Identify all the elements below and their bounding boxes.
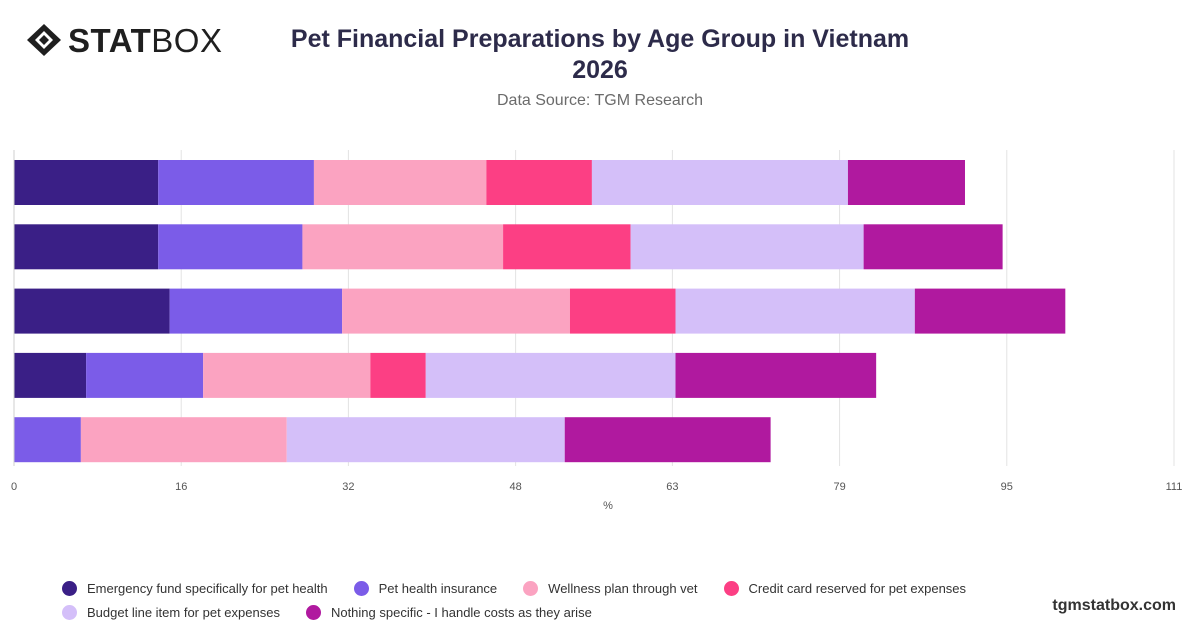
legend-marker-icon — [305, 604, 321, 620]
legend-label: Wellness plan through vet — [548, 580, 698, 596]
bar-segment — [302, 224, 504, 270]
bar-segment — [486, 160, 592, 205]
legend-item[interactable]: Pet health insurance — [353, 578, 498, 598]
legend-label: Nothing specific - I handle costs as the… — [330, 604, 592, 620]
logo-wordmark-bold: STAT — [68, 21, 152, 59]
bar-segment — [286, 417, 565, 463]
bar-segment — [169, 288, 343, 334]
logo-wordmark-light: BOX — [151, 21, 223, 59]
x-tick-label: 111 — [1166, 481, 1183, 493]
bar-segment — [86, 352, 204, 398]
bar-segment — [675, 352, 877, 398]
statbox-logo: STATBOX — [26, 22, 222, 58]
legend-marker-icon — [353, 580, 369, 596]
chart-bars — [14, 160, 1066, 463]
bar-segment — [630, 224, 864, 270]
bar-segment — [863, 224, 1003, 270]
x-tick-label: 63 — [666, 481, 678, 493]
legend-marker-icon — [62, 604, 77, 620]
x-tick-label: 79 — [833, 481, 845, 493]
footer-site: tgmstatbox.com — [1052, 597, 1176, 614]
legend-item[interactable]: Emergency fund specifically for pet heal… — [62, 578, 328, 598]
chart-title: Pet Financial Preparations by Age Group … — [250, 24, 950, 86]
legend-label: Pet health insurance — [378, 580, 498, 596]
bar-segment — [203, 352, 371, 398]
legend-label: Credit card reserved for pet expenses — [748, 580, 967, 596]
chart-legend: Emergency fund specifically for pet heal… — [62, 578, 1152, 622]
legend-item[interactable]: Budget line item for pet expenses — [62, 602, 280, 622]
chart-x-axis: 0 16 32 48 63 79 95 111% — [11, 150, 1182, 512]
chart-subtitle: Data Source: TGM Research — [496, 92, 703, 109]
bar-segment — [313, 160, 487, 205]
legend-label: Emergency fund specifically for pet heal… — [87, 580, 328, 596]
bar-segment — [14, 288, 170, 334]
bar-segment — [80, 417, 287, 463]
bar-segment — [425, 352, 676, 398]
bar-segment — [14, 224, 159, 270]
bar-segment — [564, 417, 771, 463]
legend-item[interactable]: Credit card reserved for pet expenses — [723, 578, 967, 598]
bar-segment — [14, 417, 81, 463]
bar-segment — [158, 160, 314, 205]
x-tick-label: 95 — [1001, 481, 1013, 493]
bar-segment — [569, 288, 676, 334]
bar-segment — [158, 224, 303, 270]
chart-title-line1: Pet Financial Preparations by Age Group … — [290, 25, 910, 53]
x-axis-label: % — [603, 500, 613, 512]
bar-segment — [675, 288, 915, 334]
x-tick-label: 16 — [175, 481, 187, 493]
legend-item[interactable]: Wellness plan through vet — [523, 578, 698, 598]
bar-segment — [14, 352, 87, 398]
chart-title-line2: 2026 — [572, 56, 628, 84]
bar-segment — [14, 160, 159, 205]
bar-segment — [503, 224, 631, 270]
x-tick-label: 0 — [11, 481, 17, 493]
legend-label: Budget line item for pet expenses — [87, 604, 280, 620]
x-tick-label: 32 — [342, 481, 354, 493]
x-tick-label: 48 — [509, 481, 521, 493]
bar-segment — [847, 160, 965, 205]
bar-segment — [342, 288, 570, 334]
legend-marker-icon — [523, 580, 539, 596]
bar-segment — [591, 160, 848, 205]
legend-marker-icon — [62, 580, 77, 596]
bar-segment — [914, 288, 1066, 334]
bar-segment — [370, 352, 426, 398]
diamond-logo-icon — [27, 24, 61, 56]
legend-marker-icon — [723, 580, 739, 596]
logo-wordmark: STATBOX — [68, 24, 222, 57]
legend-item[interactable]: Nothing specific - I handle costs as the… — [305, 602, 592, 622]
